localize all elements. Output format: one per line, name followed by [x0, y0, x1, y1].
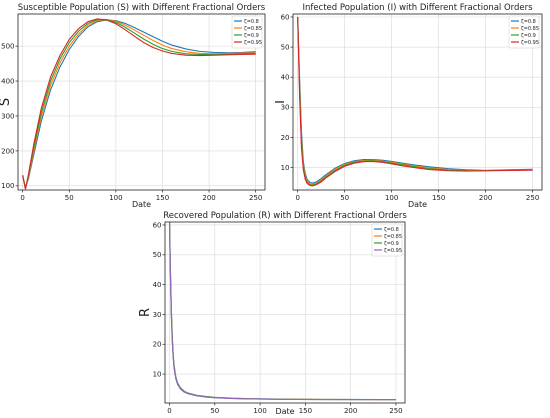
y-tick-label: 100 — [1, 182, 14, 190]
x-tick-label: 150 — [156, 194, 169, 202]
series-group — [22, 18, 256, 190]
x-tick-label: 250 — [389, 407, 402, 415]
legend: ζ=0.8ζ=0.85ζ=0.9ζ=0.95 — [231, 15, 263, 49]
y-tick-label: 20 — [281, 134, 290, 142]
legend-label-4: ζ=0.95 — [384, 248, 402, 254]
x-axis-label: Date — [408, 200, 427, 208]
legend-label-2: ζ=0.85 — [384, 234, 402, 240]
x-axis-label: Date — [132, 200, 151, 208]
x-tick-label: 200 — [344, 407, 357, 415]
y-axis-label: I — [275, 100, 288, 104]
y-tick-label: 300 — [1, 112, 14, 120]
x-tick-label: 50 — [340, 194, 349, 202]
y-tick-label: 20 — [153, 341, 162, 349]
series-line-1 — [297, 16, 533, 184]
series-line-2 — [168, 222, 396, 401]
chart-infected: Infected Population (I) with Different F… — [275, 3, 543, 208]
x-tick-label: 0 — [295, 194, 299, 202]
series-line-3 — [168, 222, 396, 401]
chart-title: Susceptible Population (S) with Differen… — [18, 3, 266, 13]
plot-frame — [292, 13, 543, 191]
legend-label-1: ζ=0.8 — [521, 19, 536, 25]
series-line-3 — [22, 19, 256, 189]
y-axis-label: S — [0, 98, 13, 106]
y-tick-label: 200 — [1, 147, 14, 155]
y-axis-label: R — [138, 308, 153, 317]
grid-lines — [293, 14, 542, 190]
y-tick-label: 400 — [1, 77, 14, 85]
x-tick-label: 100 — [385, 194, 398, 202]
x-tick-label: 200 — [479, 194, 492, 202]
y-tick-label: 40 — [281, 74, 290, 82]
series-line-3 — [297, 16, 533, 186]
series-group — [168, 222, 396, 401]
y-tick-label: 30 — [281, 104, 290, 112]
legend-box — [371, 223, 403, 257]
chart-susceptible: Susceptible Population (S) with Differen… — [0, 3, 266, 208]
y-tick-label: 60 — [281, 13, 290, 21]
x-tick-label: 100 — [253, 407, 266, 415]
y-tick-label: 40 — [153, 281, 162, 289]
x-tick-label: 200 — [202, 194, 215, 202]
legend-box — [231, 15, 263, 49]
x-tick-label: 100 — [109, 194, 122, 202]
series-line-2 — [22, 19, 256, 189]
y-tick-label: 50 — [281, 43, 290, 51]
legend-label-1: ζ=0.8 — [384, 227, 399, 233]
series-group — [297, 16, 533, 187]
legend-box — [508, 15, 540, 49]
series-line-4 — [168, 222, 396, 401]
series-line-4 — [22, 18, 256, 190]
y-tick-label: 500 — [1, 43, 14, 51]
x-tick-label: 0 — [20, 194, 24, 202]
series-line-1 — [22, 19, 256, 190]
legend-label-3: ζ=0.9 — [521, 33, 536, 39]
y-tick-label: 10 — [281, 164, 290, 172]
series-line-1 — [168, 222, 396, 401]
legend-label-2: ζ=0.85 — [521, 26, 539, 32]
x-tick-label: 150 — [432, 194, 445, 202]
legend-label-1: ζ=0.8 — [244, 19, 259, 25]
chart-title: Recovered Population (R) with Different … — [163, 211, 407, 221]
series-line-2 — [297, 16, 533, 185]
plot-frame — [164, 221, 406, 404]
plot-frame — [17, 13, 266, 191]
legend: ζ=0.8ζ=0.85ζ=0.9ζ=0.95 — [508, 15, 540, 49]
grid-lines — [165, 222, 405, 403]
x-tick-label: 50 — [65, 194, 74, 202]
x-tick-label: 250 — [249, 194, 262, 202]
y-tick-label: 10 — [153, 370, 162, 378]
chart-recovered: Recovered Population (R) with Different … — [138, 211, 407, 416]
legend-label-3: ζ=0.9 — [384, 241, 399, 247]
y-tick-label: 30 — [153, 311, 162, 319]
legend-label-2: ζ=0.85 — [244, 26, 262, 32]
legend: ζ=0.8ζ=0.85ζ=0.9ζ=0.95 — [371, 223, 403, 257]
x-tick-label: 150 — [299, 407, 312, 415]
x-tick-label: 50 — [210, 407, 219, 415]
series-line-4 — [297, 16, 533, 187]
x-axis-label: Date — [275, 407, 294, 416]
y-tick-label: 50 — [153, 251, 162, 259]
x-tick-label: 0 — [167, 407, 171, 415]
y-tick-label: 60 — [153, 221, 162, 229]
x-tick-label: 250 — [526, 194, 539, 202]
chart-title: Infected Population (I) with Different F… — [302, 3, 533, 13]
legend-label-4: ζ=0.95 — [521, 40, 539, 46]
legend-label-3: ζ=0.9 — [244, 33, 259, 39]
legend-label-4: ζ=0.95 — [244, 40, 262, 46]
